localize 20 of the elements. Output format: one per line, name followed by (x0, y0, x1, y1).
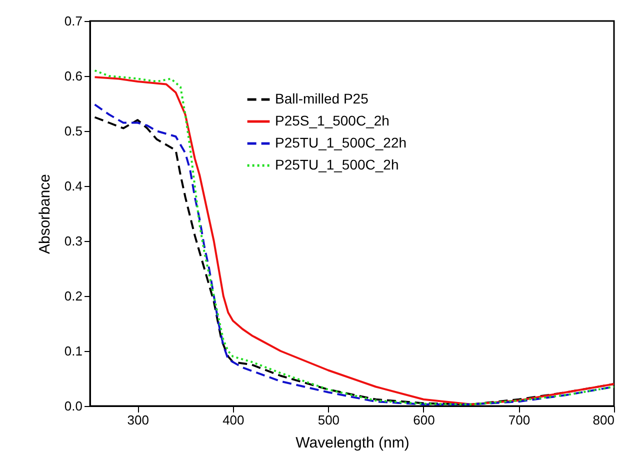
x-tick-label: 700 (508, 412, 530, 428)
y-tick-label: 0.0 (64, 398, 82, 414)
x-tick-label: 500 (318, 412, 340, 428)
y-axis-title: Absorbance (36, 174, 54, 254)
x-tick-label: 300 (127, 412, 149, 428)
x-tick-label: 400 (222, 412, 244, 428)
y-tick-label: 0.6 (64, 68, 82, 84)
legend-label: P25TU_1_500C_22h (275, 134, 407, 150)
legend-label: P25S_1_500C_2h (275, 112, 390, 128)
x-tick-label: 600 (413, 412, 435, 428)
x-tick-label: 800 (592, 412, 614, 428)
legend-label: P25TU_1_500C_2h (275, 156, 399, 172)
y-tick-label: 0.7 (64, 14, 82, 28)
x-axis-title: Wavelength (nm) (296, 434, 410, 452)
y-tick-label: 0.5 (64, 124, 82, 138)
y-tick-label: 0.4 (64, 178, 82, 194)
y-tick-label: 0.2 (64, 288, 82, 304)
y-tick-label: 0.3 (64, 234, 82, 248)
y-tick-label: 0.1 (64, 344, 82, 358)
legend-label: Ball-milled P25 (275, 90, 369, 106)
